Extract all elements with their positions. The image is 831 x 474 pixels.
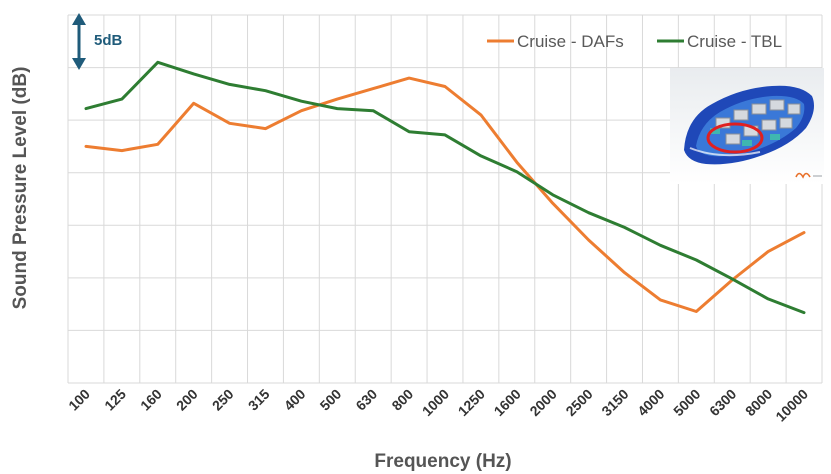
scale-annotation: 5dB — [72, 13, 123, 70]
legend-label-cruise-tbl: Cruise - TBL — [687, 32, 782, 51]
car-interior-acoustic-model-icon — [670, 68, 824, 184]
chart-lines — [84, 60, 806, 315]
y-axis-title: Sound Pressure Level (dB) — [10, 67, 31, 310]
scale-label: 5dB — [94, 32, 123, 49]
legend: Cruise - DAFs Cruise - TBL — [487, 32, 782, 51]
chart-grid — [67, 14, 823, 384]
double-arrow-icon — [72, 13, 86, 70]
x-axis-title: Frequency (Hz) — [374, 451, 511, 472]
legend-label-cruise-dafs: Cruise - DAFs — [517, 32, 624, 51]
esi-logo-icon — [795, 172, 822, 179]
series-line-cruise-tbl — [84, 60, 806, 315]
